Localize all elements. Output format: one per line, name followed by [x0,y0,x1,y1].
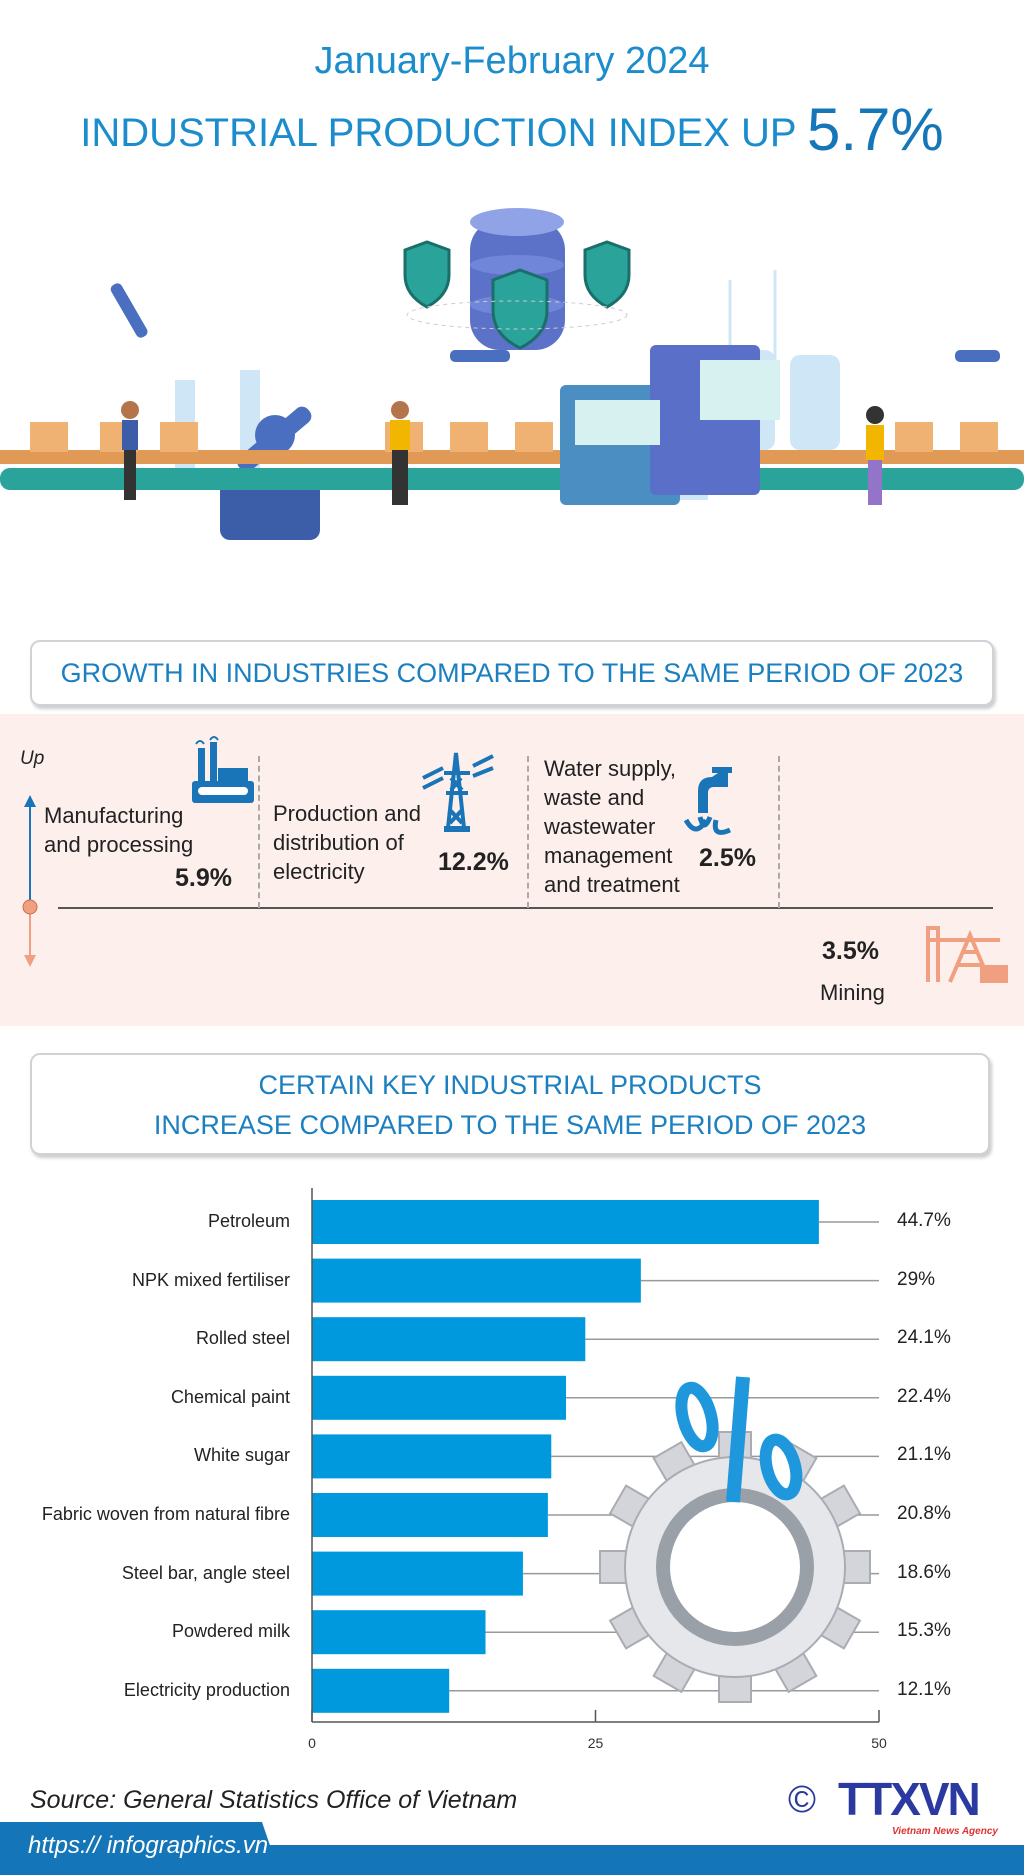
value-label: 21.1% [897,1444,951,1466]
value-label: 20.8% [897,1503,951,1524]
baseline-divider [58,907,993,909]
value-label: 12.1% [897,1678,951,1700]
bar-0 [312,1200,819,1244]
oil-pump-icon [926,926,1008,983]
logo-subtext: Vietnam News Agency [892,1826,998,1837]
category-label: White sugar [193,1445,290,1466]
conveyor-belt [0,422,1024,490]
title-headline: INDUSTRIAL PRODUCTION INDEX UP 5.7% [0,95,1024,164]
category-label: Steel bar, angle steel [121,1562,290,1583]
workers [121,401,884,505]
headline-value: 5.7% [807,96,944,163]
category-label: Fabric woven from natural fibre [41,1504,290,1524]
industry-value-mining: 3.5% [822,937,879,965]
x-tick-label: 25 [587,1735,604,1751]
power-tower-icon [422,752,494,832]
source-note: Source: General Statistics Office of Vie… [30,1786,518,1814]
column-divider [778,756,780,908]
headline-text: INDUSTRIAL PRODUCTION INDEX UP [80,111,796,155]
factory-icon [192,736,254,803]
bar-1 [312,1258,641,1303]
industry-name-electricity: Production and distribution of electricity [273,801,421,884]
x-tick-label: 50 [871,1735,887,1751]
column-divider [258,756,260,908]
products-heading: CERTAIN KEY INDUSTRIAL PRODUCTS INCREASE… [30,1053,990,1155]
industry-name-mining: Mining [820,980,885,1005]
website-link[interactable]: https:// infographics.vn [28,1832,269,1859]
database-shields-icon [403,208,631,350]
gear-percent-decoration [599,1376,871,1703]
x-tick-label: 0 [308,1735,316,1751]
category-label: Chemical paint [170,1386,290,1407]
ttxvn-logo: TTXVN [838,1773,981,1825]
water-tap-icon [683,767,732,835]
bar-4 [312,1434,552,1479]
control-machines [560,345,780,505]
category-label: NPK mixed fertiliser [131,1269,290,1290]
industry-name-water: Water supply, waste and wastewater manageme… [544,756,680,897]
value-label: 24.1% [897,1327,951,1349]
footer-tab [0,1822,280,1875]
bar-6 [312,1551,523,1596]
bar-2 [312,1317,586,1362]
bar-8 [312,1668,450,1713]
column-divider [527,756,529,908]
category-label: Powdered milk [171,1621,290,1642]
bar-7 [312,1610,486,1655]
industry-value-manufacturing: 5.9% [175,864,232,892]
up-label: Up [20,748,45,769]
value-label: 22.4% [897,1385,951,1407]
category-label: Petroleum [207,1211,290,1231]
category-label: Rolled steel [195,1328,290,1349]
category-label: Electricity production [123,1679,290,1700]
bar-5 [312,1493,548,1537]
up-down-arrow [22,795,38,967]
industry-value-electricity: 12.2% [438,848,509,876]
industry-illustration [0,208,1024,540]
growth-heading: GROWTH IN INDUSTRIES COMPARED TO THE SAM… [30,640,994,706]
products-heading-line2: INCREASE COMPARED TO THE SAME PERIOD OF … [153,1110,867,1140]
value-label: 29% [897,1268,936,1290]
title-period: January-February 2024 [314,40,710,82]
products-heading-line1: CERTAIN KEY INDUSTRIAL PRODUCTS [258,1070,762,1100]
value-label: 18.6% [897,1561,951,1583]
industry-name-manufacturing: Manufacturing and processing [44,803,194,857]
bar-3 [312,1375,567,1420]
growth-panel [0,714,1024,1026]
value-label: 44.7% [897,1210,951,1231]
copyright-icon: © [788,1779,816,1821]
industry-value-water: 2.5% [699,844,756,872]
value-label: 15.3% [897,1620,951,1642]
